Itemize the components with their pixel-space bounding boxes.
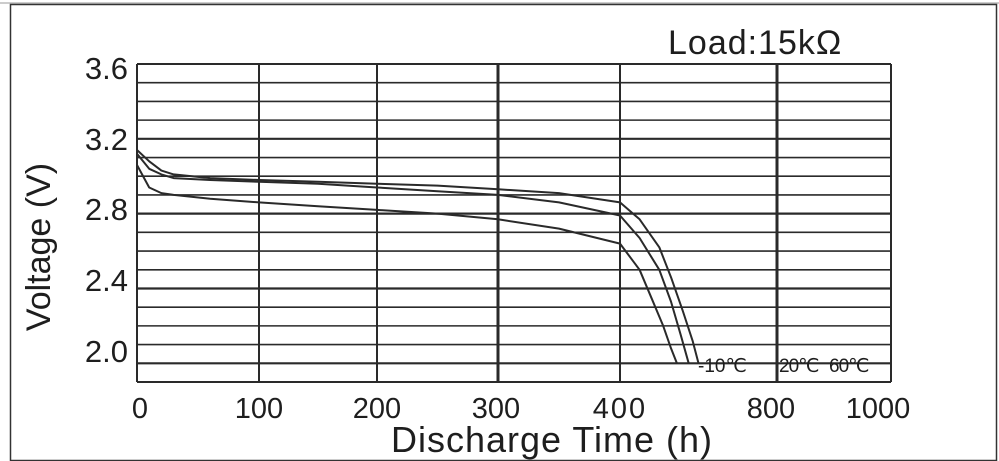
x-tick-label: 300 — [472, 393, 520, 425]
x-tick-label: 200 — [353, 393, 401, 425]
curve-minus10 — [136, 164, 678, 364]
curves — [136, 149, 700, 364]
curve-60 — [136, 149, 700, 364]
series-label-60: 60℃ — [829, 356, 869, 377]
x-tick-label: 100 — [235, 393, 283, 425]
y-tick-label: 3.6 — [85, 51, 128, 86]
curve-20 — [136, 153, 690, 364]
series-label-minus10: -10℃ — [698, 356, 747, 377]
y-tick-label: 3.2 — [85, 122, 128, 157]
x-tick-label: 400 — [593, 393, 647, 425]
y-tick-label: 2.4 — [85, 263, 128, 298]
x-tick-label: 1000 — [846, 393, 911, 425]
x-tick-label: 800 — [747, 393, 795, 425]
grid — [136, 63, 892, 383]
series-label-20: 20℃ — [779, 356, 819, 377]
x-axis-title: Discharge Time (h) — [391, 419, 713, 460]
y-axis-title: Voltage (V) — [20, 163, 58, 331]
x-tick-label: 0 — [132, 393, 148, 425]
y-tick-label: 2.0 — [85, 334, 128, 369]
y-tick-label: 2.8 — [85, 192, 128, 227]
load-annotation: Load:15kΩ — [668, 24, 842, 62]
